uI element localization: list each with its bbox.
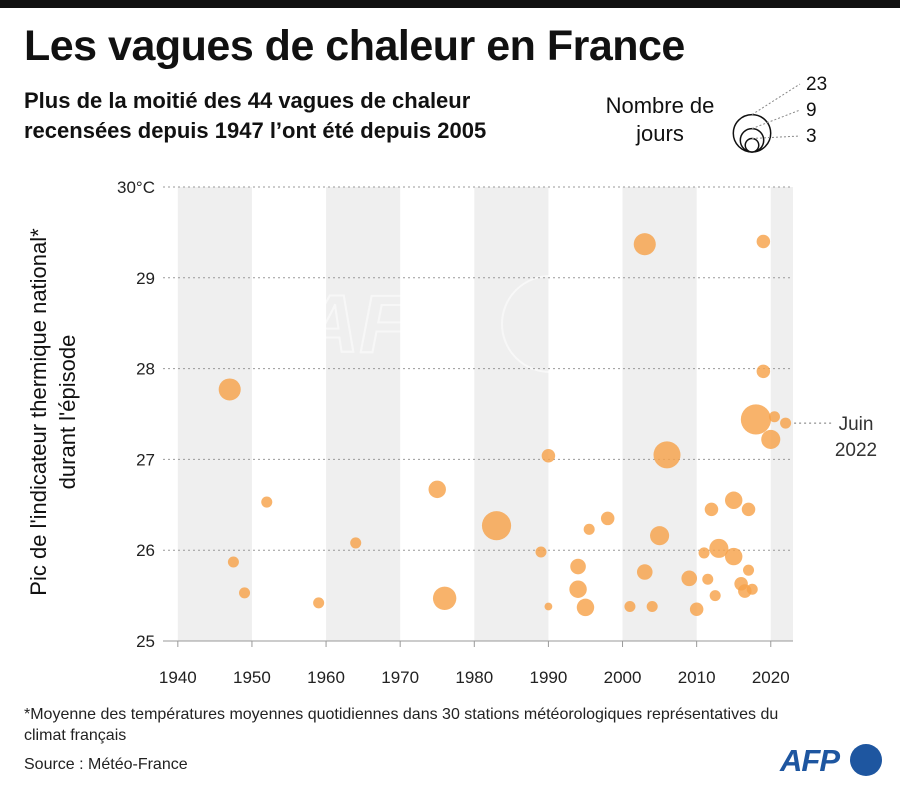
bubble-point (702, 573, 714, 585)
bubble-point (261, 496, 273, 508)
x-tick-label: 1980 (455, 668, 493, 687)
bubble-point (746, 583, 758, 595)
bubble-point (780, 417, 792, 429)
size-legend-leader (751, 135, 801, 139)
x-tick-label: 2010 (678, 668, 716, 687)
bubble-point (239, 587, 251, 599)
annotation-label-month: Juin (839, 414, 874, 435)
y-axis-title-line1: Pic de l'indicateur thermique national* (26, 228, 51, 596)
bubble-point (218, 378, 241, 401)
decade-band (770, 187, 793, 641)
size-legend-circle (744, 137, 760, 153)
bubble-point (698, 547, 710, 559)
x-tick-label: 2020 (752, 668, 790, 687)
bubble-point (350, 537, 362, 549)
watermark-circle (501, 275, 599, 373)
decade-band (474, 187, 549, 641)
bubble-point (570, 558, 586, 575)
y-tick-label: 25 (136, 632, 155, 651)
bubble-point (313, 597, 325, 609)
x-tick-label: 2000 (604, 668, 642, 687)
bubble-point (724, 547, 743, 566)
annotation-label-year: 2022 (835, 440, 877, 461)
y-tick-label: 26 (136, 541, 155, 560)
afp-watermark: AFP (297, 275, 599, 373)
bubble-point (569, 580, 587, 598)
bubble-point (740, 404, 772, 435)
bubble-point (227, 556, 239, 568)
footnote: *Moyenne des températures moyennes quoti… (24, 706, 779, 744)
y-tick-label: 29 (136, 269, 155, 288)
bubble-point (741, 502, 756, 517)
y-axis-title-line2: durant l'épisode (55, 335, 80, 490)
y-tick-label: 30°C (117, 178, 155, 197)
bubble-point (681, 570, 698, 587)
bubble-point (709, 590, 721, 602)
afp-logo: AFP (780, 743, 882, 779)
chart-title: Les vagues de chaleur en France (24, 22, 685, 70)
y-tick-label: 28 (136, 360, 155, 379)
bubble-point (653, 441, 681, 469)
size-legend-leader (751, 83, 801, 116)
decade-band (177, 187, 252, 641)
size-legend-value: 23 (806, 74, 827, 95)
x-tick-label: 1990 (529, 668, 567, 687)
top-bar (0, 0, 900, 8)
source-credit: Source : Météo-France (24, 756, 188, 773)
bubble-point (535, 546, 547, 558)
bubble-point (768, 411, 780, 423)
bubble-point (650, 526, 670, 546)
y-tick-label: 27 (136, 450, 155, 469)
size-legend-title: Nombre de jours (605, 93, 715, 146)
size-legend-leader (751, 109, 801, 130)
bubble-point (756, 364, 771, 379)
x-tick-label: 1970 (381, 668, 419, 687)
bubble-point (633, 233, 656, 256)
decade-band (622, 187, 697, 641)
bubble-point (544, 602, 553, 611)
bubble-point (646, 600, 658, 613)
bubble-point (541, 449, 556, 463)
x-tick-label: 1960 (307, 668, 345, 687)
bubble-point (709, 538, 729, 558)
bubble-point (428, 480, 446, 499)
size-legend-value: 9 (806, 100, 817, 121)
bubble-point (724, 491, 743, 509)
logo-dot (850, 744, 882, 776)
bubble-point (432, 586, 457, 611)
bubble-point (743, 564, 755, 576)
bubble-point (624, 600, 636, 613)
x-tick-label: 1940 (159, 668, 197, 687)
bubble-point (704, 502, 719, 517)
bubble-point (576, 598, 595, 617)
watermark-text: AFP (298, 279, 464, 370)
bubble-point (481, 511, 512, 541)
bubble-point (583, 523, 595, 535)
bubble-point (689, 602, 704, 616)
bubble-point (756, 234, 771, 249)
logo-text: AFP (780, 743, 840, 778)
x-tick-label: 1950 (233, 668, 271, 687)
chart-subtitle: Plus de la moitié des 44 vagues de chale… (24, 88, 487, 143)
bubble-point (761, 429, 781, 449)
bubble-point (636, 564, 653, 580)
size-legend-value: 3 (806, 126, 817, 147)
decade-band (326, 187, 401, 641)
bubble-point (600, 511, 615, 526)
